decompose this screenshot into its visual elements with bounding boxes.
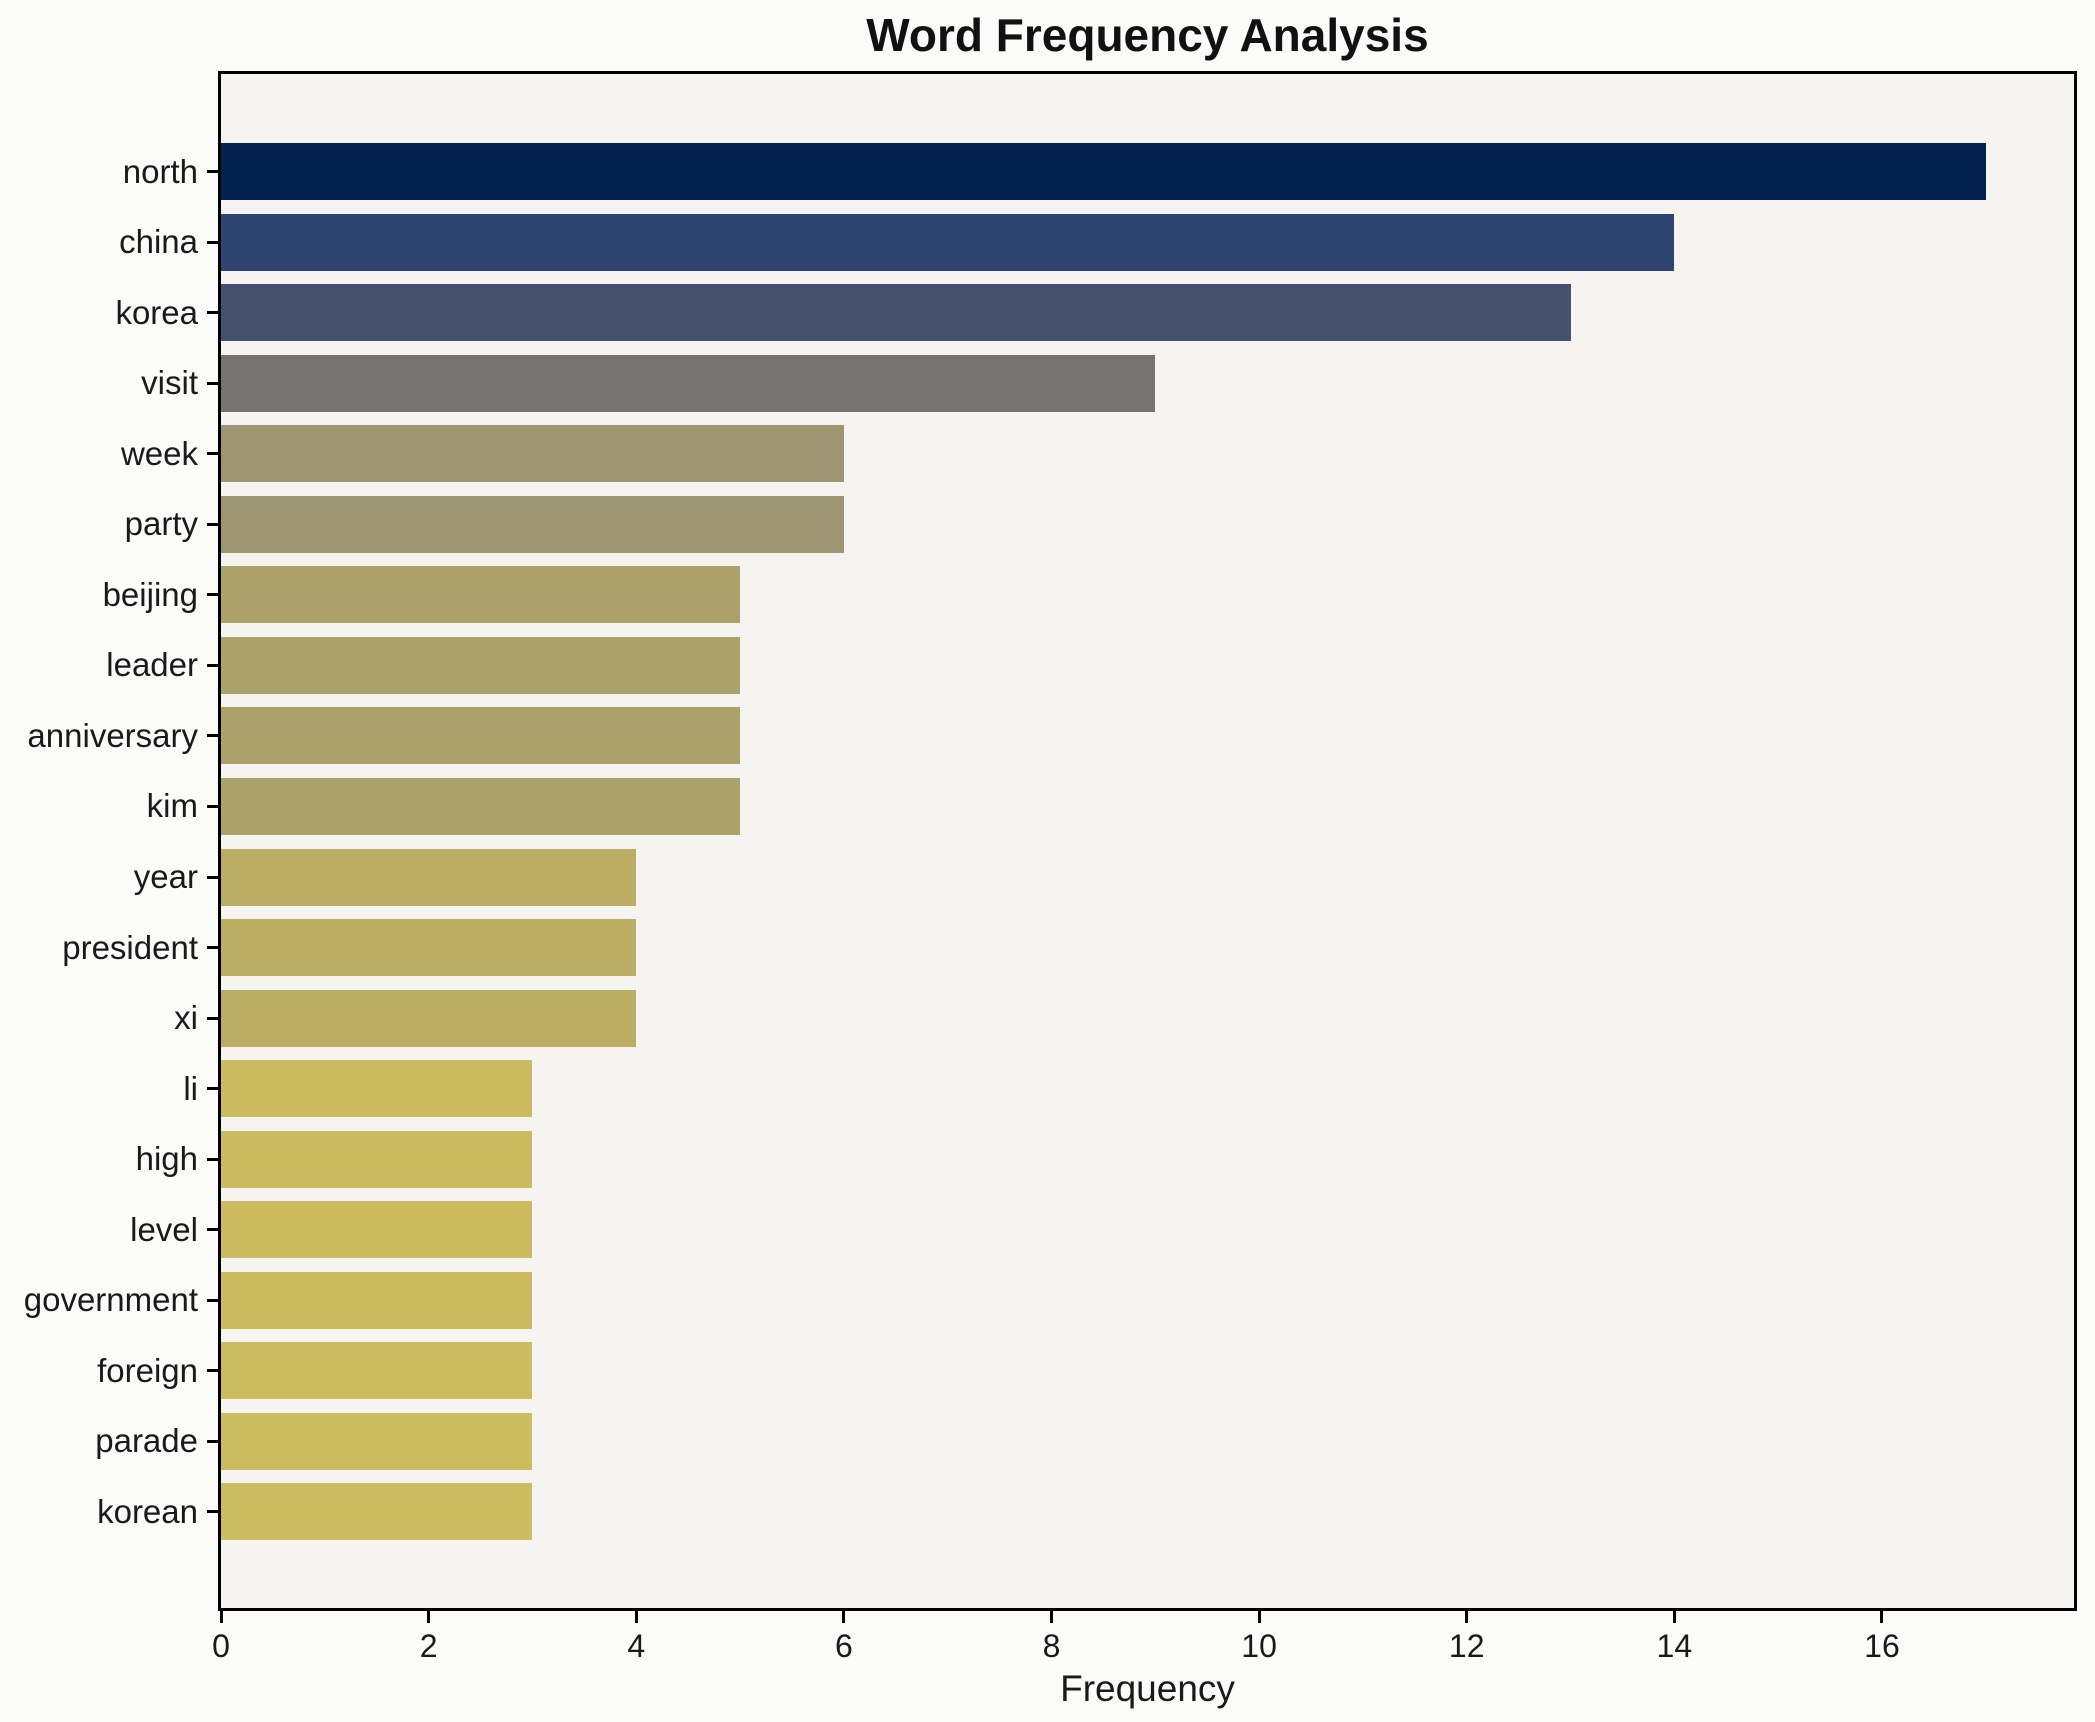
y-tick-label-north: north (122, 152, 198, 190)
bar-year (221, 848, 637, 906)
x-axis-title: Frequency (1060, 1668, 1235, 1709)
bar-xi (221, 989, 637, 1047)
y-tick-mark (207, 1510, 218, 1514)
y-tick-label-week: week (120, 434, 198, 472)
x-tick-label-0: 0 (212, 1628, 230, 1664)
bar-leader (221, 636, 741, 694)
y-tick-label-year: year (133, 858, 198, 895)
y-tick-label-korea: korea (115, 293, 198, 331)
x-tick-label-14: 14 (1656, 1628, 1693, 1664)
x-tick-mark (634, 1611, 638, 1623)
y-tick-label-government: government (23, 1281, 198, 1319)
x-tick-label-6: 6 (834, 1628, 853, 1664)
x-tick-mark (427, 1611, 431, 1623)
x-tick-label-10: 10 (1241, 1628, 1277, 1664)
y-tick-label-visit: visit (141, 364, 198, 402)
bars-container (221, 74, 2074, 1608)
bar-anniversary (221, 707, 741, 765)
y-tick-label-leader: leader (106, 646, 198, 684)
bar-government (221, 1271, 533, 1329)
y-tick-mark (207, 1016, 218, 1020)
y-tick-mark (207, 1157, 218, 1161)
bar-north (221, 143, 1986, 200)
y-tick-mark (207, 1369, 218, 1373)
bar-party (221, 495, 844, 553)
bar-foreign (221, 1342, 533, 1400)
y-tick-label-china: china (119, 223, 198, 261)
y-tick-label-party: party (124, 505, 198, 543)
y-tick-mark (207, 734, 218, 738)
x-tick-mark (1880, 1611, 1884, 1623)
y-tick-label-anniversary: anniversary (27, 716, 198, 754)
y-tick-mark (207, 240, 218, 244)
y-tick-mark (207, 1298, 218, 1302)
y-tick-label-xi: xi (174, 999, 198, 1037)
x-tick-mark (1049, 1611, 1053, 1623)
y-tick-mark (207, 311, 218, 315)
y-tick-mark (207, 1228, 218, 1232)
y-tick-mark (207, 170, 218, 173)
x-tick-label-8: 8 (1042, 1628, 1061, 1664)
bar-level (221, 1201, 533, 1259)
x-tick-mark (1257, 1611, 1261, 1623)
bar-beijing (221, 566, 741, 624)
x-tick-mark (219, 1611, 223, 1623)
y-tick-label-beijing: beijing (102, 575, 198, 613)
y-tick-label-kim: kim (146, 787, 198, 825)
y-tick-label-president: president (62, 928, 198, 966)
y-tick-mark (207, 946, 218, 950)
y-tick-label-korean: korean (97, 1492, 198, 1530)
y-tick-mark (207, 522, 218, 526)
y-tick-mark (207, 381, 218, 385)
y-tick-mark (207, 593, 218, 597)
x-tick-mark (1465, 1611, 1469, 1623)
y-tick-label-li: li (183, 1069, 198, 1107)
x-tick-mark (842, 1611, 846, 1623)
bar-week (221, 425, 844, 483)
y-tick-mark (207, 1439, 218, 1443)
y-tick-label-parade: parade (95, 1422, 198, 1460)
bar-president (221, 919, 637, 977)
bar-korean (221, 1483, 533, 1541)
chart-title: Word Frequency Analysis (866, 9, 1429, 61)
y-tick-mark (207, 452, 218, 456)
bar-parade (221, 1412, 533, 1470)
plot-area (218, 71, 2077, 1611)
y-tick-mark (207, 663, 218, 667)
bar-high (221, 1130, 533, 1188)
y-tick-mark (207, 875, 218, 879)
y-tick-label-level: level (130, 1210, 198, 1248)
x-tick-mark (1672, 1611, 1676, 1623)
y-tick-mark (207, 804, 218, 808)
x-tick-label-4: 4 (627, 1628, 646, 1664)
x-tick-label-2: 2 (419, 1628, 438, 1664)
x-tick-label-16: 16 (1864, 1628, 1900, 1664)
bar-china (221, 213, 1675, 271)
x-tick-label-12: 12 (1448, 1628, 1485, 1664)
y-tick-label-foreign: foreign (97, 1351, 198, 1389)
y-tick-label-high: high (135, 1140, 198, 1178)
bar-kim (221, 777, 741, 835)
y-tick-mark (207, 1087, 218, 1091)
bar-korea (221, 284, 1571, 342)
bar-visit (221, 354, 1156, 412)
bar-li (221, 1060, 533, 1118)
